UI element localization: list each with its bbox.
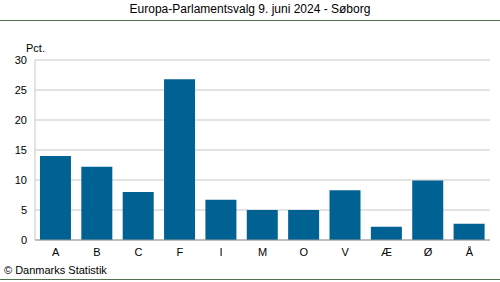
svg-text:I: I — [220, 246, 223, 258]
html-text:Europa-Parlamentsvalg 9. juni: Europa-Parlamentsvalg 9. juni 2024 - Søb… — [129, 2, 371, 16]
svg-text:15: 15 — [15, 144, 27, 156]
svg-text:Æ: Æ — [381, 246, 392, 258]
svg-text:20: 20 — [15, 114, 27, 126]
svg-text:0: 0 — [21, 234, 27, 246]
svg-text:Å: Å — [466, 246, 474, 258]
svg-text:C: C — [134, 246, 142, 258]
svg-text:B: B — [93, 246, 100, 258]
svg-text:M: M — [258, 246, 267, 258]
svg-text:V: V — [342, 246, 350, 258]
svg-text:30: 30 — [15, 54, 27, 66]
html-text:© Danmarks Statistik: © Danmarks Statistik — [4, 264, 107, 276]
svg-text:25: 25 — [15, 84, 27, 96]
svg-text:Ø: Ø — [424, 246, 433, 258]
svg-text:F: F — [176, 246, 183, 258]
svg-text:O: O — [300, 246, 309, 258]
svg-text:5: 5 — [21, 204, 27, 216]
html-text:Pct.: Pct. — [26, 42, 45, 54]
svg-text:10: 10 — [15, 174, 27, 186]
svg-text:A: A — [52, 246, 60, 258]
